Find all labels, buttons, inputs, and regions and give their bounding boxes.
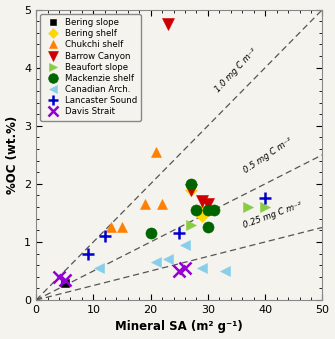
Lancaster Sound: [103, 234, 107, 238]
Mackenzie shelf: [206, 208, 210, 212]
Mackenzie shelf: [206, 225, 210, 230]
Beaufort slope: [189, 222, 193, 226]
Lancaster Sound: [177, 231, 181, 235]
Text: 0.5 mg C m⁻²: 0.5 mg C m⁻²: [242, 136, 294, 175]
Line: Barrow Canyon: Barrow Canyon: [162, 19, 213, 210]
Beaufort slope: [263, 205, 267, 209]
Bering shelf: [200, 208, 204, 212]
Bering shelf: [189, 187, 193, 192]
Barrow Canyon: [206, 202, 210, 206]
Mackenzie shelf: [189, 182, 193, 186]
Davis Strait: [63, 278, 67, 282]
Canadian Arch.: [223, 269, 227, 273]
Mackenzie shelf: [212, 208, 216, 212]
X-axis label: Mineral SA (m² g⁻¹): Mineral SA (m² g⁻¹): [115, 320, 243, 334]
Line: Beaufort slope: Beaufort slope: [186, 202, 270, 230]
Bering shelf: [200, 214, 204, 218]
Canadian Arch.: [200, 266, 204, 270]
Chukchi shelf: [109, 225, 113, 230]
Line: Davis Strait: Davis Strait: [54, 262, 191, 285]
Line: Canadian Arch.: Canadian Arch.: [94, 240, 230, 276]
Line: Bering shelf: Bering shelf: [187, 185, 206, 220]
Legend: Bering slope, Bering shelf, Chukchi shelf, Barrow Canyon, Beaufort slope, Macken: Bering slope, Bering shelf, Chukchi shel…: [41, 14, 141, 121]
Text: 0.25 mg C m⁻²: 0.25 mg C m⁻²: [242, 201, 304, 230]
Canadian Arch.: [97, 266, 101, 270]
Canadian Arch.: [166, 257, 170, 261]
Line: Lancaster Sound: Lancaster Sound: [82, 193, 271, 259]
Barrow Canyon: [166, 22, 170, 26]
Beaufort slope: [246, 205, 250, 209]
Lancaster Sound: [86, 252, 90, 256]
Davis Strait: [57, 275, 61, 279]
Canadian Arch.: [183, 243, 187, 247]
Line: Chukchi shelf: Chukchi shelf: [106, 147, 167, 232]
Mackenzie shelf: [194, 208, 198, 212]
Lancaster Sound: [263, 196, 267, 200]
Chukchi shelf: [160, 202, 164, 206]
Canadian Arch.: [154, 260, 158, 264]
Chukchi shelf: [154, 150, 158, 154]
Y-axis label: %OC (wt.%): %OC (wt.%): [6, 116, 18, 194]
Mackenzie shelf: [149, 231, 153, 235]
Barrow Canyon: [200, 199, 204, 203]
Text: 1.0 mg C m⁻²: 1.0 mg C m⁻²: [214, 46, 259, 94]
Davis Strait: [183, 266, 187, 270]
Line: Mackenzie shelf: Mackenzie shelf: [145, 178, 219, 239]
Chukchi shelf: [143, 202, 147, 206]
Barrow Canyon: [189, 187, 193, 192]
Davis Strait: [177, 269, 181, 273]
Chukchi shelf: [120, 225, 124, 230]
